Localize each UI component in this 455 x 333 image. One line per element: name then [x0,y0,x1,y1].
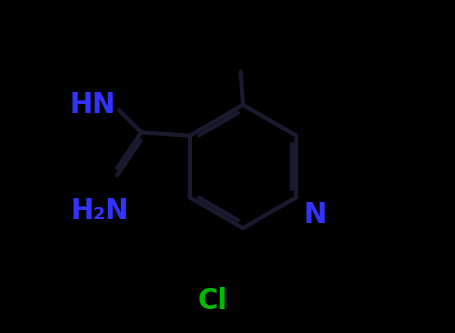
Text: H₂N: H₂N [71,197,129,225]
Text: N: N [303,201,325,229]
Text: HN: HN [69,91,115,119]
Text: Cl: Cl [197,287,228,315]
